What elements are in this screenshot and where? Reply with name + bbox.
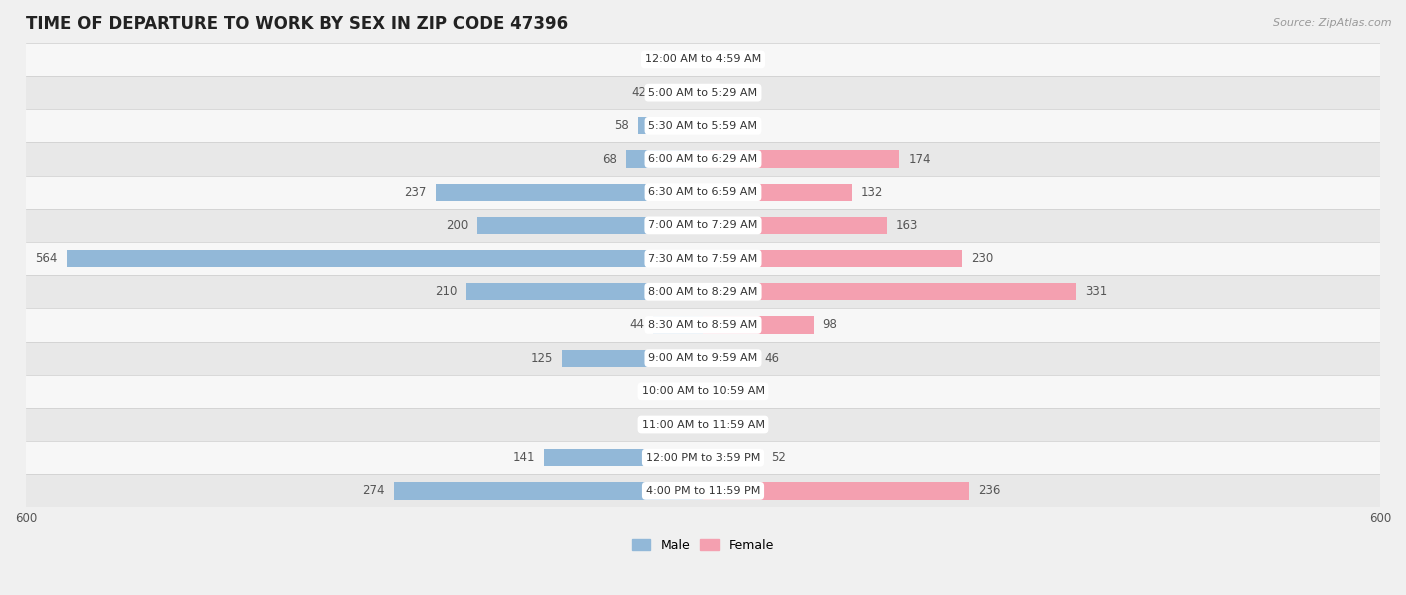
Text: 68: 68 — [602, 152, 617, 165]
Bar — [703, 317, 814, 334]
Text: 236: 236 — [979, 484, 1001, 497]
Text: 46: 46 — [763, 352, 779, 365]
Text: 14: 14 — [664, 385, 678, 398]
Bar — [478, 217, 703, 234]
Bar — [655, 84, 703, 101]
Text: 12: 12 — [725, 53, 741, 66]
Text: 11:00 AM to 11:59 AM: 11:00 AM to 11:59 AM — [641, 419, 765, 430]
Bar — [703, 483, 969, 500]
Text: 141: 141 — [512, 451, 534, 464]
Bar — [703, 84, 706, 101]
Text: 5: 5 — [717, 418, 725, 431]
Text: 6:30 AM to 6:59 AM: 6:30 AM to 6:59 AM — [648, 187, 758, 197]
Text: 98: 98 — [823, 318, 838, 331]
Bar — [27, 408, 1379, 441]
Bar — [703, 151, 900, 168]
Text: 174: 174 — [908, 152, 931, 165]
Bar — [637, 117, 703, 134]
Bar — [467, 283, 703, 300]
Text: 7:30 AM to 7:59 AM: 7:30 AM to 7:59 AM — [648, 253, 758, 264]
Text: 12:00 AM to 4:59 AM: 12:00 AM to 4:59 AM — [645, 55, 761, 64]
Bar — [27, 176, 1379, 209]
Bar — [27, 76, 1379, 109]
Bar — [688, 383, 703, 400]
Text: 10:00 AM to 10:59 AM: 10:00 AM to 10:59 AM — [641, 386, 765, 396]
Legend: Male, Female: Male, Female — [627, 534, 779, 557]
Text: 42: 42 — [631, 86, 647, 99]
Text: 44: 44 — [630, 318, 644, 331]
Text: 58: 58 — [614, 120, 628, 132]
Text: 200: 200 — [446, 219, 468, 232]
Bar — [27, 109, 1379, 142]
Bar — [27, 441, 1379, 474]
Bar — [703, 184, 852, 201]
Bar — [703, 449, 762, 466]
Text: 12:00 PM to 3:59 PM: 12:00 PM to 3:59 PM — [645, 453, 761, 463]
Bar — [27, 375, 1379, 408]
Text: 163: 163 — [896, 219, 918, 232]
Bar — [703, 217, 887, 234]
Bar — [666, 416, 703, 433]
Text: 52: 52 — [770, 451, 786, 464]
Bar — [703, 416, 709, 433]
Text: 132: 132 — [860, 186, 883, 199]
Text: 5:30 AM to 5:59 AM: 5:30 AM to 5:59 AM — [648, 121, 758, 131]
Text: 7:00 AM to 7:29 AM: 7:00 AM to 7:29 AM — [648, 220, 758, 230]
Text: 0: 0 — [716, 86, 723, 99]
Bar — [27, 275, 1379, 308]
Bar — [66, 250, 703, 267]
Text: 237: 237 — [405, 186, 426, 199]
Text: Source: ZipAtlas.com: Source: ZipAtlas.com — [1274, 18, 1392, 28]
Bar — [703, 383, 721, 400]
Bar — [544, 449, 703, 466]
Bar — [562, 349, 703, 367]
Text: 5:00 AM to 5:29 AM: 5:00 AM to 5:29 AM — [648, 87, 758, 98]
Bar — [703, 349, 755, 367]
Bar — [654, 317, 703, 334]
Bar — [626, 151, 703, 168]
Bar — [27, 142, 1379, 176]
Bar — [703, 51, 717, 68]
Bar — [27, 308, 1379, 342]
Text: 230: 230 — [972, 252, 994, 265]
Text: 0: 0 — [716, 120, 723, 132]
Text: 4:00 PM to 11:59 PM: 4:00 PM to 11:59 PM — [645, 486, 761, 496]
Bar — [683, 51, 703, 68]
Text: 274: 274 — [363, 484, 385, 497]
Bar — [394, 483, 703, 500]
Bar — [27, 342, 1379, 375]
Text: 331: 331 — [1085, 285, 1108, 298]
Bar — [703, 283, 1077, 300]
Text: 8:00 AM to 8:29 AM: 8:00 AM to 8:29 AM — [648, 287, 758, 297]
Text: 564: 564 — [35, 252, 58, 265]
Bar — [27, 474, 1379, 508]
Bar — [27, 242, 1379, 275]
Text: 8:30 AM to 8:59 AM: 8:30 AM to 8:59 AM — [648, 320, 758, 330]
Text: 18: 18 — [659, 53, 673, 66]
Text: 125: 125 — [530, 352, 553, 365]
Bar — [436, 184, 703, 201]
Bar — [27, 43, 1379, 76]
Bar — [703, 117, 706, 134]
Text: 6:00 AM to 6:29 AM: 6:00 AM to 6:29 AM — [648, 154, 758, 164]
Text: TIME OF DEPARTURE TO WORK BY SEX IN ZIP CODE 47396: TIME OF DEPARTURE TO WORK BY SEX IN ZIP … — [27, 15, 568, 33]
Text: 32: 32 — [643, 418, 658, 431]
Bar — [27, 209, 1379, 242]
Text: 16: 16 — [730, 385, 745, 398]
Bar — [703, 250, 963, 267]
Text: 210: 210 — [434, 285, 457, 298]
Text: 9:00 AM to 9:59 AM: 9:00 AM to 9:59 AM — [648, 353, 758, 363]
